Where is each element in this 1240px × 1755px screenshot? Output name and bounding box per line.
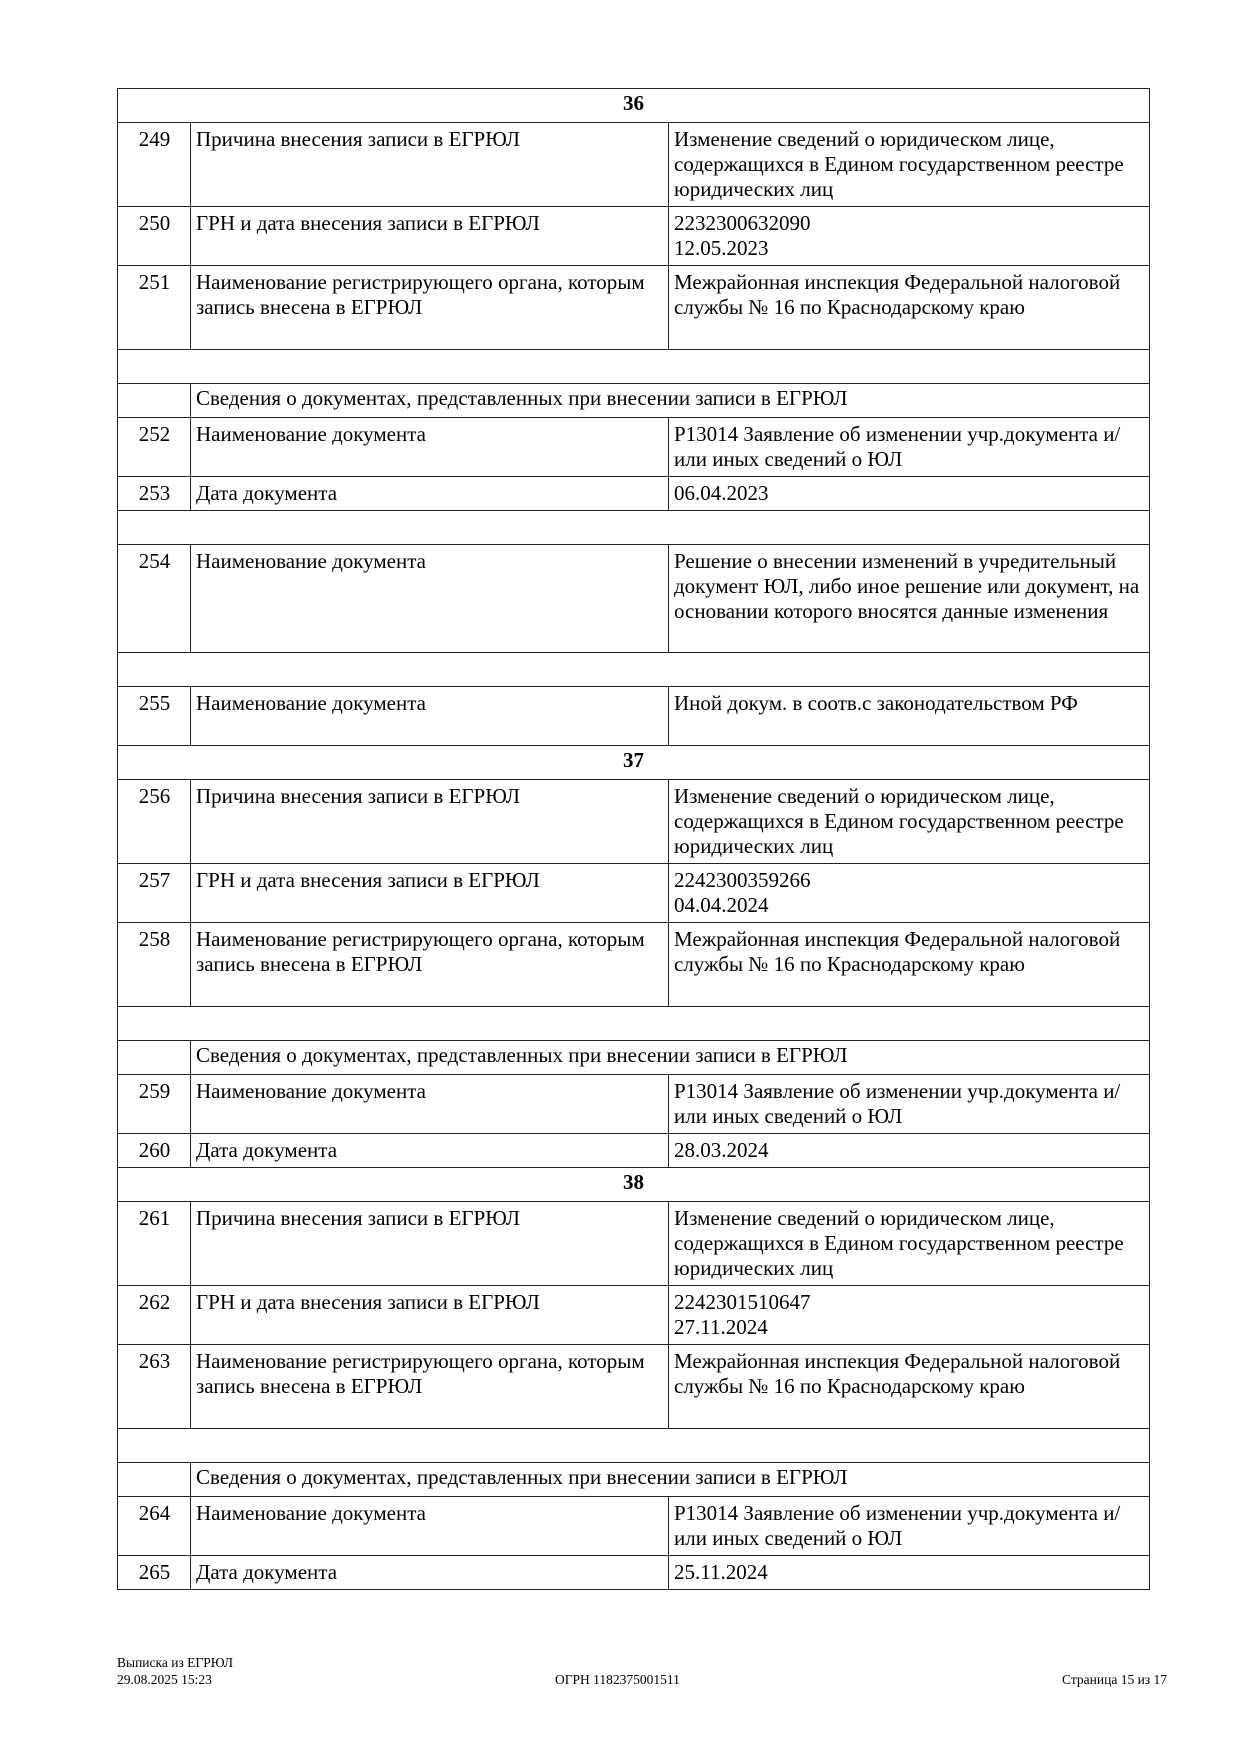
empty-num-cell <box>117 1040 191 1075</box>
field-label: Наименование документа <box>190 1496 669 1556</box>
blank-cell <box>117 510 1150 545</box>
field-value: Межрайонная инспекция Федеральной налого… <box>668 265 1150 350</box>
row-number: 249 <box>117 122 191 207</box>
field-label: Дата документа <box>190 476 669 511</box>
row-number: 261 <box>117 1201 191 1286</box>
footer-ogrn: ОГРН 1182375001511 <box>555 1672 680 1687</box>
egrul-records-table: 36 249 Причина внесения записи в ЕГРЮЛ Изме… <box>117 88 1150 1590</box>
table-row: 249 Причина внесения записи в ЕГРЮЛ Измене… <box>117 122 1150 207</box>
row-number: 252 <box>117 417 191 477</box>
field-label: Дата документа <box>190 1555 669 1590</box>
row-number: 262 <box>117 1285 191 1345</box>
blank-row <box>117 652 1150 687</box>
field-label: Дата документа <box>190 1133 669 1168</box>
field-label: Причина внесения записи в ЕГРЮЛ <box>190 1201 669 1286</box>
subheader-text: Сведения о документах, представленных пр… <box>190 1040 1150 1075</box>
field-label: Наименование документа <box>190 417 669 477</box>
table-row: 260 Дата документа 28.03.2024 <box>117 1133 1150 1168</box>
subheader-text: Сведения о документах, представленных пр… <box>190 1462 1150 1497</box>
blank-row <box>117 1428 1150 1463</box>
field-value: Межрайонная инспекция Федеральной налого… <box>668 1344 1150 1429</box>
blank-row <box>117 349 1150 384</box>
row-number: 265 <box>117 1555 191 1590</box>
field-value: 06.04.2023 <box>668 476 1150 511</box>
field-value: 2232300632090 12.05.2023 <box>668 206 1150 266</box>
row-number: 255 <box>117 686 191 746</box>
table-row: 262 ГРН и дата внесения записи в ЕГРЮЛ 224… <box>117 1285 1150 1345</box>
blank-cell <box>117 349 1150 384</box>
footer-left: Выписка из ЕГРЮЛ 29.08.2025 15:23 <box>117 1654 233 1688</box>
table-row: 252 Наименование документа Р13014 Заявлени… <box>117 417 1150 477</box>
table-row: 253 Дата документа 06.04.2023 <box>117 476 1150 511</box>
table-row: 251 Наименование регистрирующего органа, … <box>117 265 1150 350</box>
row-number: 253 <box>117 476 191 511</box>
table-row: 261 Причина внесения записи в ЕГРЮЛ Измене… <box>117 1201 1150 1286</box>
field-value: 2242300359266 04.04.2024 <box>668 863 1150 923</box>
section-number: 38 <box>117 1167 1150 1202</box>
table-row: 250 ГРН и дата внесения записи в ЕГРЮЛ 223… <box>117 206 1150 266</box>
footer-page-number: Страница 15 из 17 <box>1062 1672 1167 1687</box>
row-number: 257 <box>117 863 191 923</box>
field-value: 2242301510647 27.11.2024 <box>668 1285 1150 1345</box>
footer-datetime: 29.08.2025 15:23 <box>117 1672 212 1687</box>
field-label: Причина внесения записи в ЕГРЮЛ <box>190 122 669 207</box>
section-number: 37 <box>117 745 1150 780</box>
field-label: Причина внесения записи в ЕГРЮЛ <box>190 779 669 864</box>
field-value: Р13014 Заявление об изменении учр.докуме… <box>668 417 1150 477</box>
table-row: 263 Наименование регистрирующего органа, … <box>117 1344 1150 1429</box>
table-row: 254 Наименование документа Решение о внесе… <box>117 544 1150 653</box>
table-row: 255 Наименование документа Иной докум. в с… <box>117 686 1150 746</box>
empty-num-cell <box>117 1462 191 1497</box>
blank-cell <box>117 652 1150 687</box>
documents-subheader-row: Сведения о документах, представленных пр… <box>117 1462 1150 1497</box>
field-label: Наименование регистрирующего органа, кот… <box>190 922 669 1007</box>
section-header-row: 36 <box>117 88 1150 123</box>
footer-title: Выписка из ЕГРЮЛ <box>117 1655 234 1670</box>
blank-row <box>117 510 1150 545</box>
blank-row <box>117 1006 1150 1041</box>
row-number: 250 <box>117 206 191 266</box>
field-value: 25.11.2024 <box>668 1555 1150 1590</box>
table-row: 265 Дата документа 25.11.2024 <box>117 1555 1150 1590</box>
table-row: 256 Причина внесения записи в ЕГРЮЛ Измене… <box>117 779 1150 864</box>
table-row: 257 ГРН и дата внесения записи в ЕГРЮЛ 224… <box>117 863 1150 923</box>
table-row: 258 Наименование регистрирующего органа, … <box>117 922 1150 1007</box>
field-value: Р13014 Заявление об изменении учр.докуме… <box>668 1496 1150 1556</box>
row-number: 259 <box>117 1074 191 1134</box>
row-number: 263 <box>117 1344 191 1429</box>
documents-subheader-row: Сведения о документах, представленных пр… <box>117 1040 1150 1075</box>
row-number: 254 <box>117 544 191 653</box>
empty-num-cell <box>117 383 191 418</box>
field-value: Изменение сведений о юридическом лице, с… <box>668 779 1150 864</box>
field-value: 28.03.2024 <box>668 1133 1150 1168</box>
field-value: Р13014 Заявление об изменении учр.докуме… <box>668 1074 1150 1134</box>
blank-cell <box>117 1006 1150 1041</box>
field-label: ГРН и дата внесения записи в ЕГРЮЛ <box>190 863 669 923</box>
row-number: 251 <box>117 265 191 350</box>
section-header-row: 37 <box>117 745 1150 780</box>
field-value: Изменение сведений о юридическом лице, с… <box>668 122 1150 207</box>
field-value: Межрайонная инспекция Федеральной налого… <box>668 922 1150 1007</box>
row-number: 258 <box>117 922 191 1007</box>
field-label: ГРН и дата внесения записи в ЕГРЮЛ <box>190 1285 669 1345</box>
blank-cell <box>117 1428 1150 1463</box>
row-number: 260 <box>117 1133 191 1168</box>
field-label: ГРН и дата внесения записи в ЕГРЮЛ <box>190 206 669 266</box>
row-number: 264 <box>117 1496 191 1556</box>
field-value: Решение о внесении изменений в учредител… <box>668 544 1150 653</box>
field-label: Наименование регистрирующего органа, кот… <box>190 265 669 350</box>
field-value: Изменение сведений о юридическом лице, с… <box>668 1201 1150 1286</box>
section-header-row: 38 <box>117 1167 1150 1202</box>
subheader-text: Сведения о документах, представленных пр… <box>190 383 1150 418</box>
table-row: 264 Наименование документа Р13014 Заявлени… <box>117 1496 1150 1556</box>
row-number: 256 <box>117 779 191 864</box>
field-label: Наименование документа <box>190 686 669 746</box>
field-label: Наименование документа <box>190 544 669 653</box>
field-value: Иной докум. в соотв.с законодательством … <box>668 686 1150 746</box>
table-row: 259 Наименование документа Р13014 Заявлени… <box>117 1074 1150 1134</box>
field-label: Наименование регистрирующего органа, кот… <box>190 1344 669 1429</box>
documents-subheader-row: Сведения о документах, представленных пр… <box>117 383 1150 418</box>
field-label: Наименование документа <box>190 1074 669 1134</box>
section-number: 36 <box>117 88 1150 123</box>
